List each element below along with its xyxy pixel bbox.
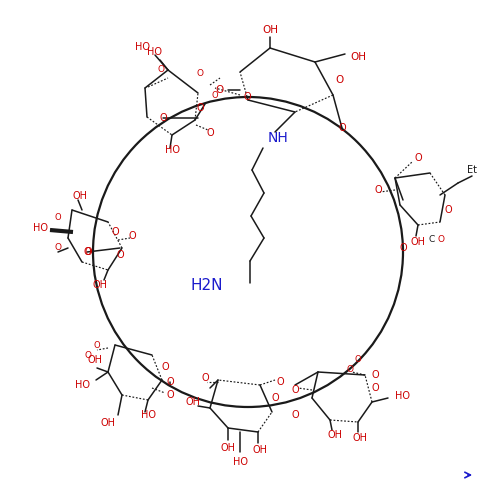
Text: O: O [166,377,174,387]
Text: O: O [371,370,379,380]
Text: O: O [159,113,167,123]
Text: O: O [111,227,119,237]
Text: O: O [338,123,346,133]
Text: OH: OH [262,25,278,35]
Text: HO: HO [74,380,90,390]
Text: O: O [276,377,284,387]
Text: O: O [83,247,91,257]
Text: O: O [438,236,444,244]
Text: O: O [291,385,299,395]
Text: OH: OH [186,397,200,407]
Text: OH: OH [220,443,236,453]
Text: O: O [54,214,62,222]
Text: OH: OH [88,355,102,365]
Text: O: O [128,231,136,241]
Text: O: O [201,373,209,383]
Text: HO: HO [140,410,156,420]
Text: O: O [196,68,203,78]
Text: OH: OH [350,52,366,62]
Text: C: C [429,236,435,244]
Text: O: O [84,247,92,257]
Text: OH: OH [100,418,116,428]
Text: O: O [161,362,169,372]
Text: O: O [196,103,204,113]
Text: O: O [206,128,214,138]
Text: NH: NH [268,131,288,145]
Text: OH: OH [410,237,426,247]
Text: O: O [374,185,382,195]
Text: OH: OH [72,191,88,201]
Text: OH: OH [328,430,342,440]
Text: O: O [371,383,379,393]
Text: HO: HO [136,42,150,52]
Text: O: O [444,205,452,215]
Text: HO: HO [164,145,180,155]
Text: OH: OH [352,433,368,443]
Text: O: O [166,390,174,400]
Text: O: O [212,92,218,100]
Text: Et: Et [467,165,477,175]
Text: O: O [291,410,299,420]
Text: HO: HO [32,223,48,233]
Text: O: O [216,85,224,95]
Text: O: O [243,92,251,102]
Text: O: O [54,244,62,252]
Text: O: O [84,350,91,360]
Text: O: O [158,64,164,74]
Text: O: O [414,153,422,163]
Text: OH: OH [92,280,108,290]
Text: HO: HO [148,47,162,57]
Text: O: O [399,243,407,253]
Text: O: O [346,366,354,374]
Text: O: O [94,340,100,349]
Text: O: O [354,356,362,364]
Text: HO: HO [394,391,409,401]
Text: H2N: H2N [191,278,223,292]
Text: O: O [271,393,279,403]
Text: OH: OH [252,445,268,455]
Text: O: O [336,75,344,85]
Text: HO: HO [232,457,248,467]
Text: O: O [116,250,124,260]
